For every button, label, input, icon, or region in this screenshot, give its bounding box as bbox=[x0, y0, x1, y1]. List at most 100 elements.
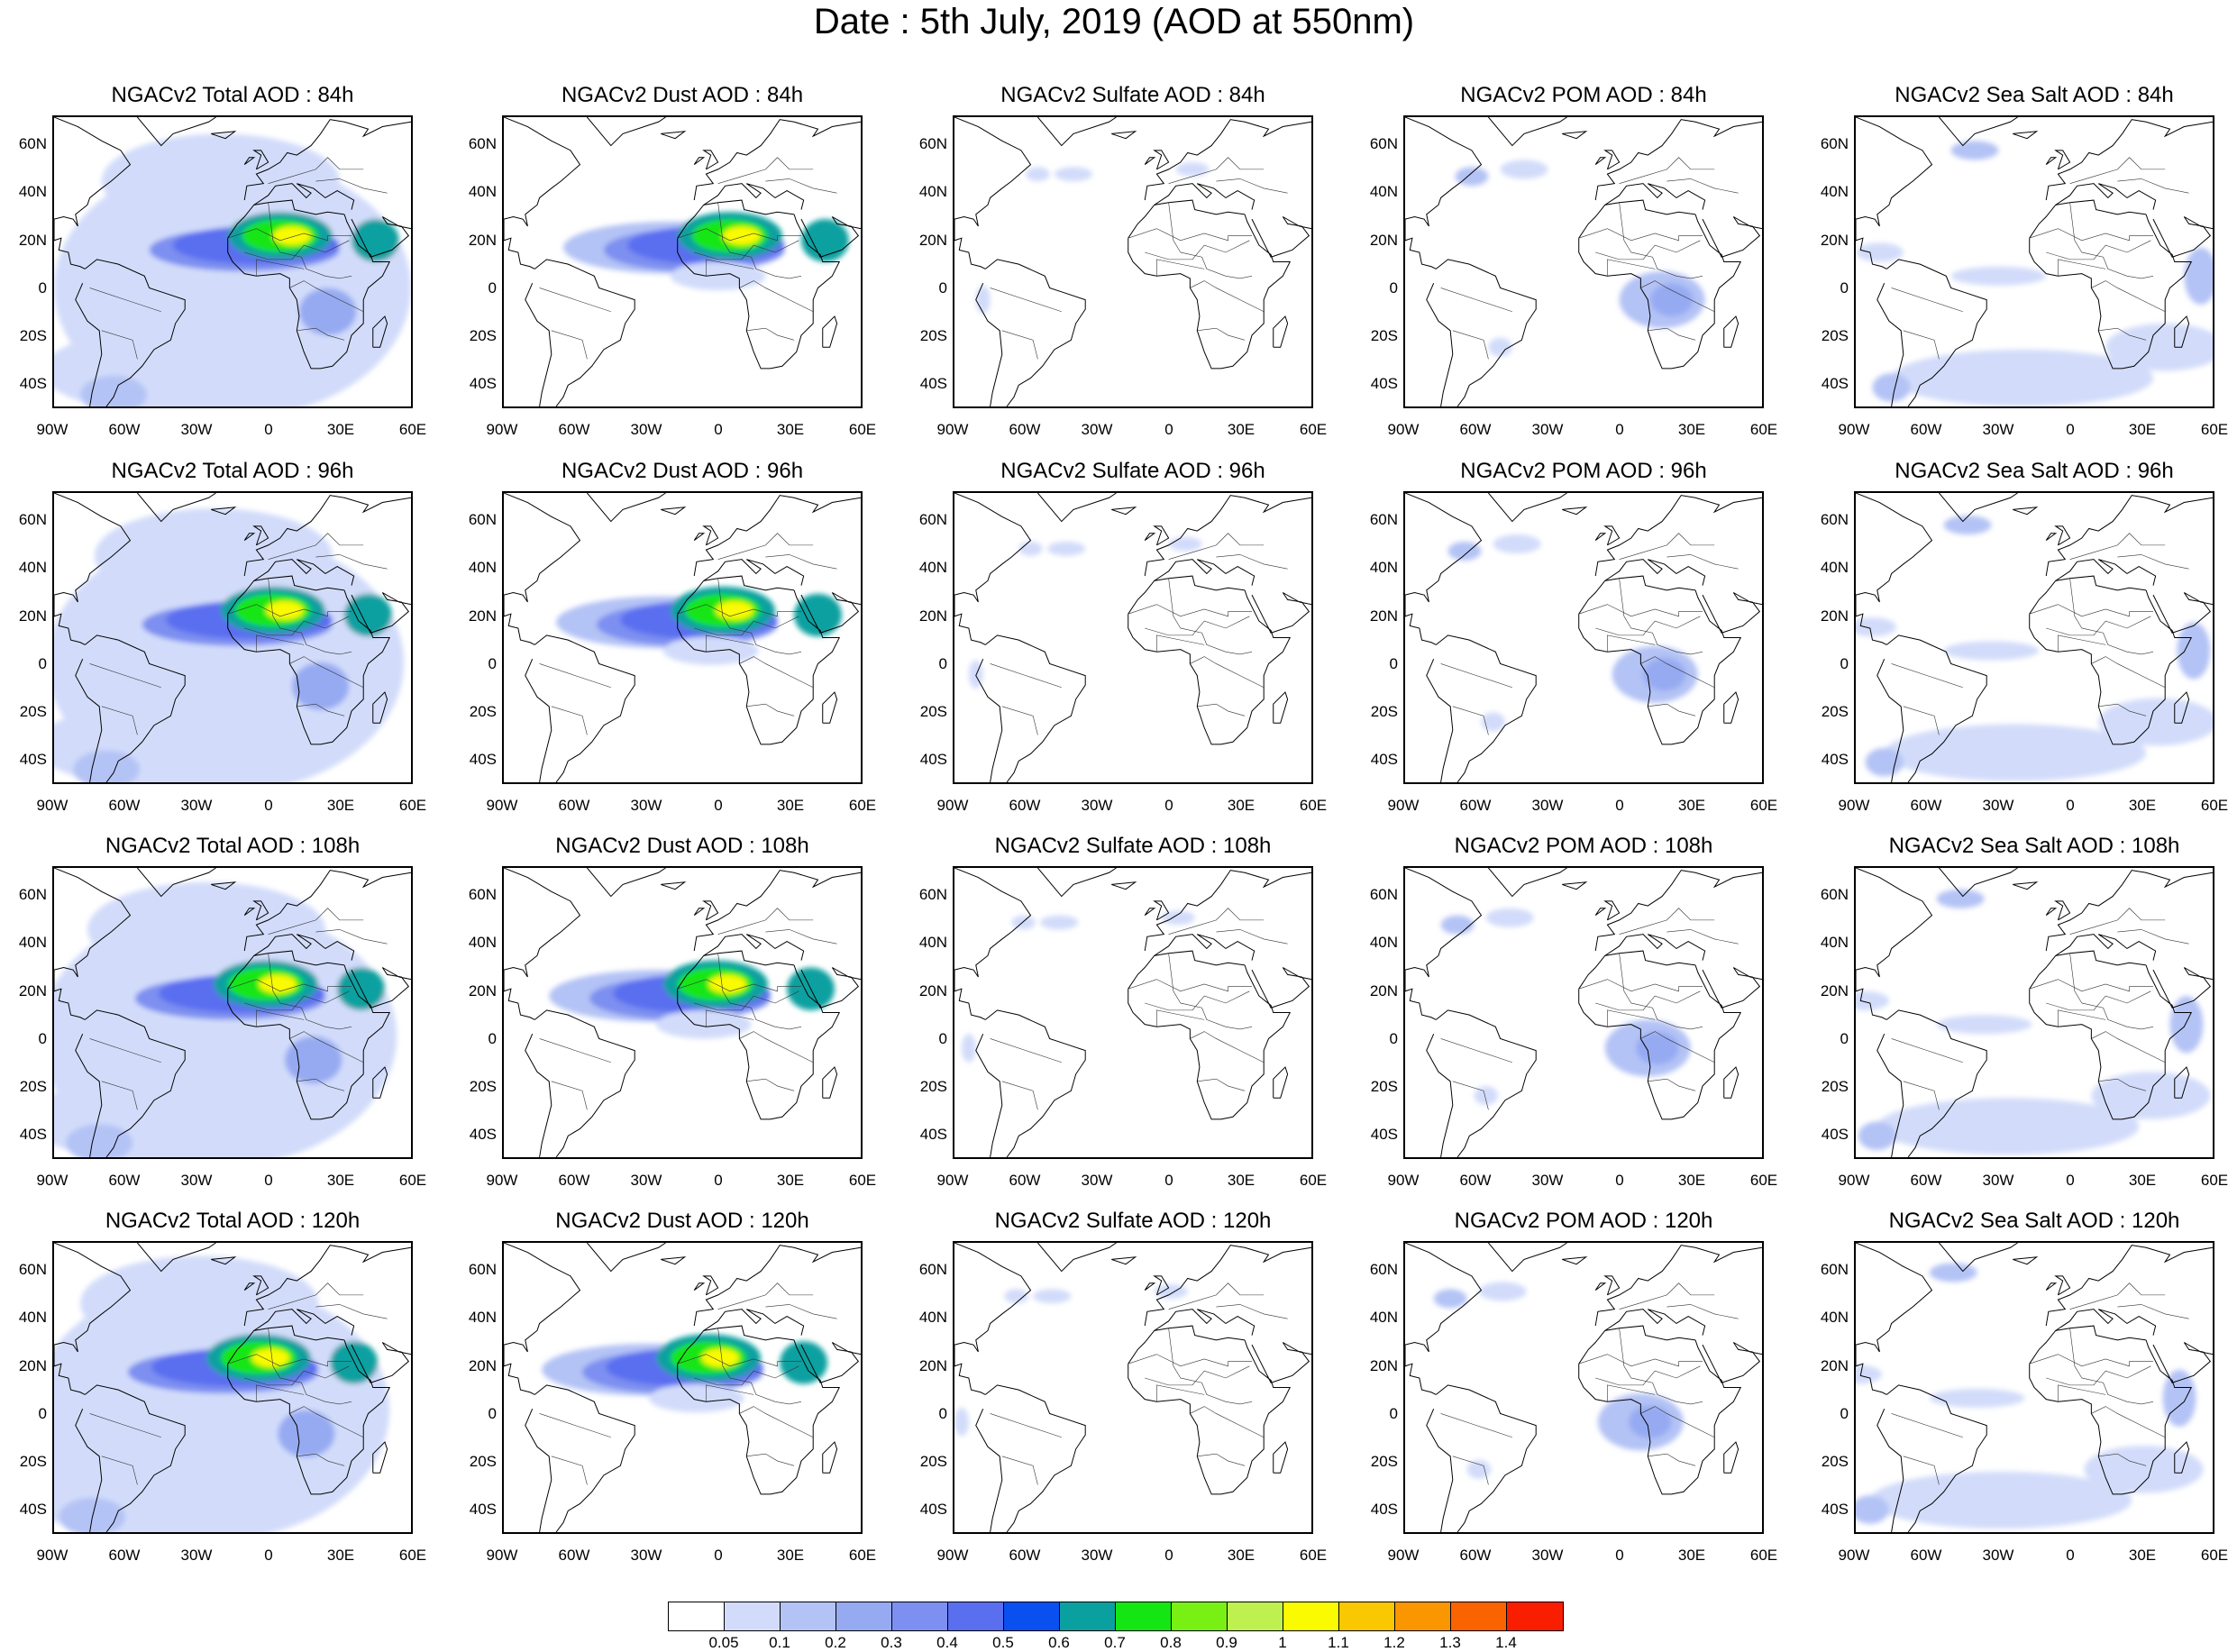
lon-tick-label: 0 bbox=[1164, 797, 1173, 814]
coastline bbox=[243, 495, 411, 577]
aerosol-contour bbox=[1154, 1284, 1188, 1299]
coastline bbox=[2029, 214, 2193, 370]
coastline bbox=[1144, 908, 1156, 917]
coastline bbox=[2045, 495, 2213, 577]
country-border bbox=[1891, 1038, 1963, 1063]
colorbar-swatch bbox=[1228, 1602, 1283, 1630]
coastline bbox=[227, 575, 345, 615]
lon-tick-label: 90W bbox=[36, 797, 68, 814]
country-border bbox=[315, 929, 388, 945]
country-border bbox=[1578, 604, 1703, 617]
country-border bbox=[1216, 1304, 1288, 1319]
country-border bbox=[746, 327, 795, 341]
coastline bbox=[661, 131, 687, 140]
lon-tick-label: 0 bbox=[264, 1547, 273, 1564]
lat-tick-label: 0 bbox=[488, 1029, 497, 1047]
aerosol-contour bbox=[1168, 536, 1202, 552]
lon-tick-label: 90W bbox=[36, 1547, 68, 1564]
colorbar-tick-label: 0.3 bbox=[881, 1634, 902, 1651]
coastline bbox=[2054, 525, 2071, 546]
lon-tick-label: 30W bbox=[630, 797, 662, 814]
country-border bbox=[244, 240, 350, 260]
coastlines bbox=[954, 117, 1311, 406]
lon-tick-label: 90W bbox=[36, 1172, 68, 1189]
coastline bbox=[2029, 950, 2147, 990]
coastline bbox=[1578, 199, 1696, 239]
coastlines bbox=[1856, 493, 2213, 782]
country-border bbox=[2091, 1406, 2166, 1438]
coastline bbox=[2045, 533, 2058, 542]
lon-tick-label: 90W bbox=[936, 797, 969, 814]
country-border bbox=[2046, 240, 2151, 260]
panel-title: NGACv2 Dust AOD : 120h bbox=[555, 1209, 809, 1233]
country-border bbox=[717, 1282, 814, 1310]
country-border bbox=[717, 533, 814, 560]
lon-tick-label: 30E bbox=[1677, 1172, 1706, 1189]
country-border bbox=[1607, 1009, 1656, 1027]
lon-tick-label: 30E bbox=[1227, 797, 1256, 814]
coastline bbox=[2054, 900, 2071, 921]
coastline bbox=[1604, 559, 1706, 586]
coastline bbox=[661, 507, 687, 516]
country-border bbox=[2117, 929, 2189, 945]
panel-title: NGACv2 Sulfate AOD : 84h bbox=[1000, 83, 1265, 107]
coastline bbox=[227, 199, 345, 239]
coastline bbox=[1702, 216, 1762, 258]
country-border bbox=[1197, 1078, 1246, 1091]
lat-tick-label: 0 bbox=[938, 278, 947, 297]
coastline bbox=[693, 1245, 861, 1327]
lon-tick-label: 60E bbox=[398, 1547, 427, 1564]
lat-tick-label: 40N bbox=[1369, 559, 1398, 577]
lat-tick-label: 20S bbox=[1370, 703, 1398, 721]
lat-tick-label: 20S bbox=[19, 1078, 47, 1096]
coastlines bbox=[504, 493, 861, 782]
coastline bbox=[1144, 157, 1156, 166]
country-border bbox=[244, 990, 350, 1011]
lon-tick-label: 90W bbox=[1387, 421, 1420, 438]
country-border bbox=[1640, 656, 1715, 689]
country-border bbox=[2069, 578, 2154, 655]
country-border bbox=[2058, 259, 2106, 277]
aerosol-contour bbox=[259, 974, 297, 994]
coastline bbox=[702, 900, 719, 921]
lon-tick-label: 90W bbox=[936, 1172, 969, 1189]
lat-tick-label: 40S bbox=[1370, 1501, 1398, 1519]
aerosol-contour bbox=[1869, 1471, 2132, 1529]
coastline bbox=[703, 183, 805, 210]
coastline bbox=[985, 1384, 1086, 1532]
lat-tick-label: 60N bbox=[468, 1260, 497, 1278]
coastline bbox=[351, 216, 411, 258]
country-border bbox=[1452, 1081, 1489, 1110]
lon-tick-label: 30W bbox=[1982, 421, 2014, 438]
aerosol-field bbox=[563, 212, 849, 291]
lat-tick-label: 20S bbox=[469, 1453, 497, 1471]
coastline bbox=[1604, 183, 1706, 210]
country-border bbox=[268, 953, 352, 1030]
lat-tick-label: 20N bbox=[918, 231, 947, 249]
aerosol-contour bbox=[2098, 698, 2213, 746]
lat-tick-label: 20N bbox=[1820, 607, 1849, 625]
lat-tick-label: 0 bbox=[938, 1029, 947, 1047]
lon-tick-label: 60W bbox=[558, 1547, 590, 1564]
country-border bbox=[1001, 1081, 1038, 1110]
colorbar-swatch bbox=[892, 1602, 948, 1630]
coastline bbox=[525, 658, 552, 782]
coastline bbox=[693, 119, 861, 201]
country-border bbox=[2091, 1031, 2166, 1063]
lon-tick-label: 90W bbox=[486, 1172, 518, 1189]
coastline bbox=[504, 493, 581, 645]
lon-tick-label: 30W bbox=[1531, 1547, 1564, 1564]
lon-tick-label: 60W bbox=[1009, 1172, 1041, 1189]
country-border bbox=[1595, 240, 1701, 260]
coastline bbox=[2029, 589, 2193, 745]
aerosol-contour bbox=[1433, 1289, 1467, 1309]
lat-tick-label: 40S bbox=[1821, 1501, 1849, 1519]
lat-tick-label: 20S bbox=[1370, 1078, 1398, 1096]
colorbar-tick-label: 1.3 bbox=[1439, 1634, 1461, 1651]
aerosol-contour bbox=[1488, 337, 1512, 357]
country-border bbox=[2029, 979, 2154, 992]
coastline bbox=[2055, 934, 2157, 961]
lon-tick-label: 60E bbox=[848, 421, 877, 438]
lon-tick-label: 60E bbox=[2200, 1172, 2228, 1189]
lon-tick-label: 30W bbox=[630, 1172, 662, 1189]
